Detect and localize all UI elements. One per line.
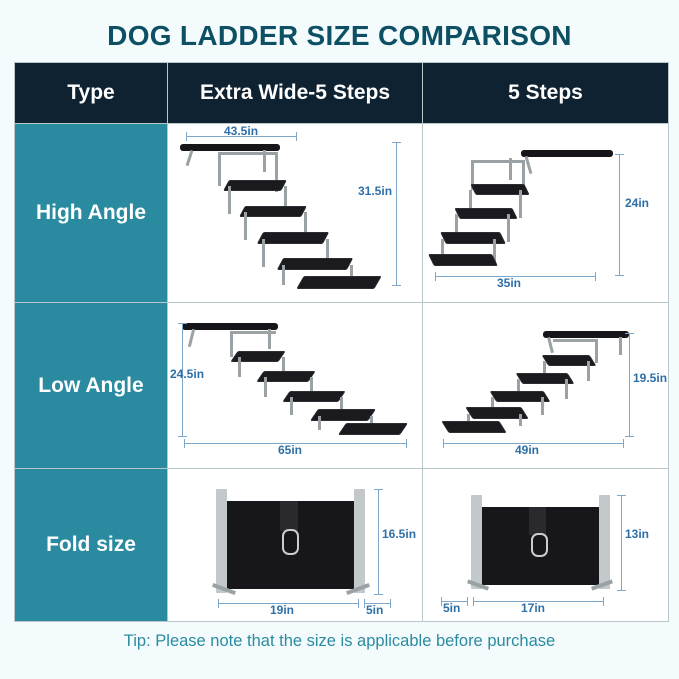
comparison-table: Type Extra Wide-5 Steps 5 Steps High Ang… <box>14 62 669 622</box>
dim-depth: 5in <box>443 601 461 615</box>
tip-text: Tip: Please note that the size is applic… <box>123 632 556 650</box>
cell-low-angle-5-steps: 49in 19.5in <box>422 302 669 469</box>
row-label-fold-size: Fold size <box>14 468 168 622</box>
table-row: High Angle <box>14 123 669 303</box>
dim-height: 13in <box>625 527 650 541</box>
dim-height: 31.5in <box>358 184 393 198</box>
header-extra-wide-5-steps: Extra Wide-5 Steps <box>167 62 423 124</box>
page-title: DOG LADDER SIZE COMPARISON <box>107 20 572 51</box>
cell-high-angle-5-steps: 35in 24in <box>422 123 669 303</box>
dim-width: 19in <box>270 603 295 617</box>
table-header-row: Type Extra Wide-5 Steps 5 Steps <box>14 62 669 124</box>
dim-width: 35in <box>497 276 522 290</box>
dim-width: 43.5in <box>224 124 259 138</box>
illustration-fold-5-steps: 5in 17in 13in <box>423 469 668 621</box>
table-row: Low Angle <box>14 302 669 469</box>
cell-fold-size-5-steps: 5in 17in 13in <box>422 468 669 622</box>
row-label-low-angle: Low Angle <box>14 302 168 469</box>
dim-width: 49in <box>515 443 540 457</box>
header-5-steps: 5 Steps <box>422 62 669 124</box>
illustration-fold-extra-wide: 19in 5in 16.5in <box>168 469 422 621</box>
cell-high-angle-extra-wide: 43.5in 31.5in <box>167 123 423 303</box>
header-type: Type <box>14 62 168 124</box>
dim-height: 19.5in <box>633 371 668 385</box>
illustration-high-angle-5-steps: 35in 24in <box>423 124 668 302</box>
illustration-low-angle-5-steps: 49in 19.5in <box>423 303 668 468</box>
cell-fold-size-extra-wide: 19in 5in 16.5in <box>167 468 423 622</box>
illustration-low-angle-extra-wide: 24.5in 65in <box>168 303 422 468</box>
dim-depth: 5in <box>366 603 384 617</box>
table-row: Fold size 19in <box>14 468 669 622</box>
dim-width: 65in <box>278 443 303 457</box>
dim-height: 16.5in <box>382 527 417 541</box>
dim-width: 17in <box>521 601 546 615</box>
dim-height: 24in <box>625 196 650 210</box>
row-label-high-angle: High Angle <box>14 123 168 303</box>
cell-low-angle-extra-wide: 24.5in 65in <box>167 302 423 469</box>
illustration-high-angle-extra-wide: 43.5in 31.5in <box>168 124 422 302</box>
dim-height: 24.5in <box>170 367 205 381</box>
